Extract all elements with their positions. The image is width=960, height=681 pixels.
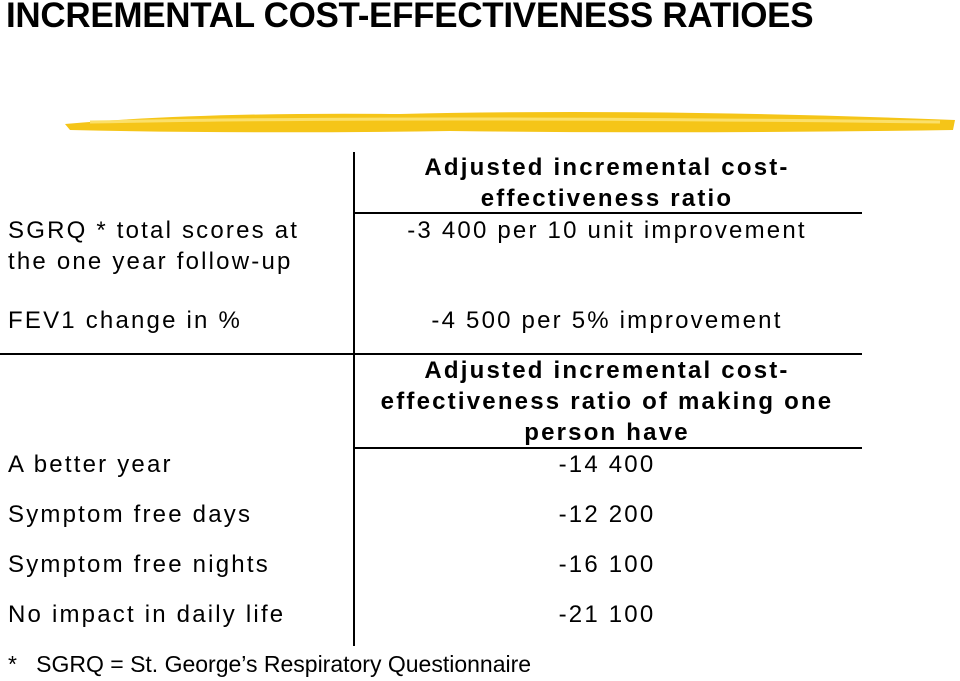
brush-stroke xyxy=(65,112,955,133)
header-line: effectiveness ratio xyxy=(480,185,734,212)
footnote: * SGRQ = St. George’s Respiratory Questi… xyxy=(8,651,532,677)
header-line: person have xyxy=(524,419,690,446)
row-label: Symptom free days xyxy=(8,501,253,528)
title: INCREMENTAL COST-EFFECTIVENESS RATIOES xyxy=(6,0,814,35)
header: Adjusted incremental cost- effectiveness… xyxy=(381,355,834,448)
header: Adjusted incremental cost- effectiveness… xyxy=(424,152,789,214)
row-value: -4 500 per 5% improvement xyxy=(431,307,783,334)
row-value: -21 100 xyxy=(558,601,656,628)
label-line: the one year follow-up xyxy=(8,248,293,275)
rule xyxy=(354,447,862,449)
row-value: -14 400 xyxy=(558,451,656,478)
row-label: A better year xyxy=(8,451,173,478)
row-label: SGRQ * total scores at the one year foll… xyxy=(8,215,299,277)
column-divider xyxy=(353,152,355,646)
rule xyxy=(354,212,862,214)
label-line: SGRQ * total scores at xyxy=(8,217,300,244)
row-label: No impact in daily life xyxy=(8,601,286,628)
row-value: -3 400 per 10 unit improvement xyxy=(407,217,807,244)
header-line: Adjusted incremental cost- xyxy=(424,357,790,384)
row-label: FEV1 change in % xyxy=(8,307,242,334)
row-label: Symptom free nights xyxy=(8,551,270,578)
row-value: -16 100 xyxy=(558,551,656,578)
row-value: -12 200 xyxy=(558,501,656,528)
rule xyxy=(0,353,862,355)
header-line: effectiveness ratio of making one xyxy=(380,388,834,415)
header-line: Adjusted incremental cost- xyxy=(424,154,790,181)
